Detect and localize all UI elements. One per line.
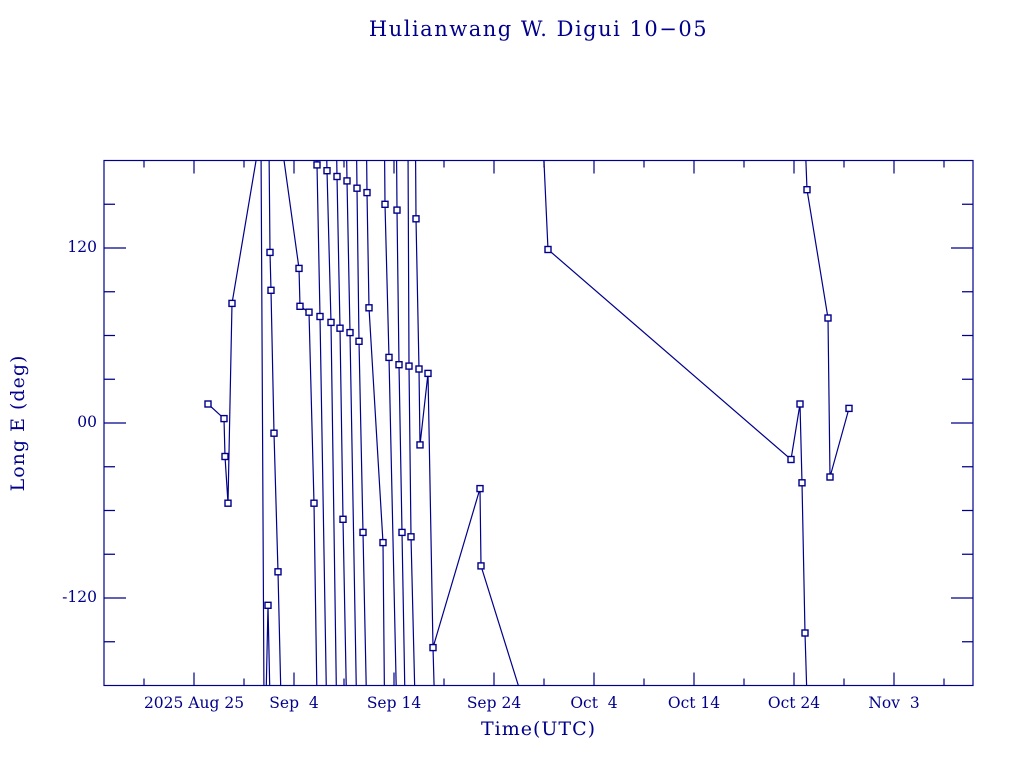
x-tick-label: Sep 14 bbox=[366, 694, 422, 712]
data-point-markers bbox=[204, 161, 853, 652]
x-tick-label: Oct 14 bbox=[667, 694, 721, 712]
y-tick-label: 120 bbox=[67, 238, 97, 256]
x-tick-label: Sep 4 bbox=[269, 694, 319, 712]
y-axis-title: Long E (deg) bbox=[7, 354, 29, 492]
x-axis-title: Time(UTC) bbox=[480, 718, 597, 740]
y-tick-label: -120 bbox=[62, 588, 97, 606]
x-tick-label: Sep 24 bbox=[466, 694, 522, 712]
y-tick-label: 00 bbox=[77, 413, 97, 431]
data-series-line bbox=[207, 160, 850, 686]
axis-ticks bbox=[104, 160, 973, 686]
x-tick-label: 2025 Aug 25 bbox=[143, 694, 245, 712]
chart-title: Hulianwang W. Digui 10−05 bbox=[368, 17, 709, 41]
plot-frame bbox=[103, 159, 974, 687]
x-tick-label: Oct 24 bbox=[767, 694, 821, 712]
x-tick-label: Nov 3 bbox=[868, 694, 920, 712]
x-tick-label: Oct 4 bbox=[570, 694, 618, 712]
